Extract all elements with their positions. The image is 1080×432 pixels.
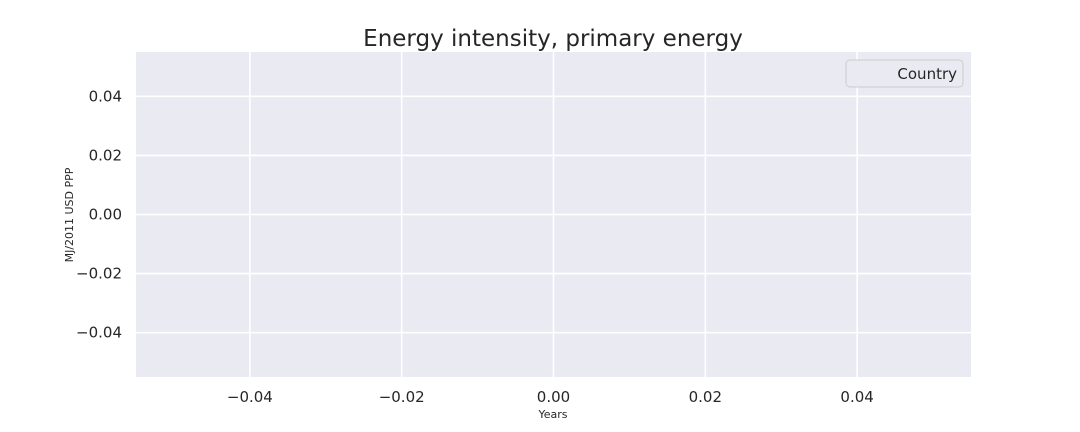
- x-tick-label: −0.02: [379, 388, 425, 406]
- y-axis-label: MJ/2011 USD PPP: [63, 167, 76, 262]
- legend-box: [845, 59, 964, 88]
- grid-lines: [136, 52, 971, 377]
- y-tick-label: 0.02: [89, 146, 122, 164]
- y-tick-label: −0.02: [76, 265, 122, 283]
- x-tick-label: 0.00: [537, 388, 570, 406]
- x-tick-label: 0.04: [840, 388, 873, 406]
- x-tick-labels: −0.04 −0.02 0.00 0.02 0.04: [227, 388, 874, 406]
- x-tick-label: −0.04: [227, 388, 273, 406]
- chart-title: Energy intensity, primary energy: [363, 26, 743, 52]
- y-tick-label: −0.04: [76, 324, 122, 342]
- legend: Country: [845, 59, 964, 88]
- y-tick-label: 0.04: [89, 87, 122, 105]
- x-tick-label: 0.02: [689, 388, 722, 406]
- y-tick-label: 0.00: [89, 206, 122, 224]
- y-tick-labels: 0.04 0.02 0.00 −0.02 −0.04: [76, 87, 122, 341]
- x-axis-label: Years: [537, 408, 567, 421]
- legend-title: Country: [897, 65, 957, 83]
